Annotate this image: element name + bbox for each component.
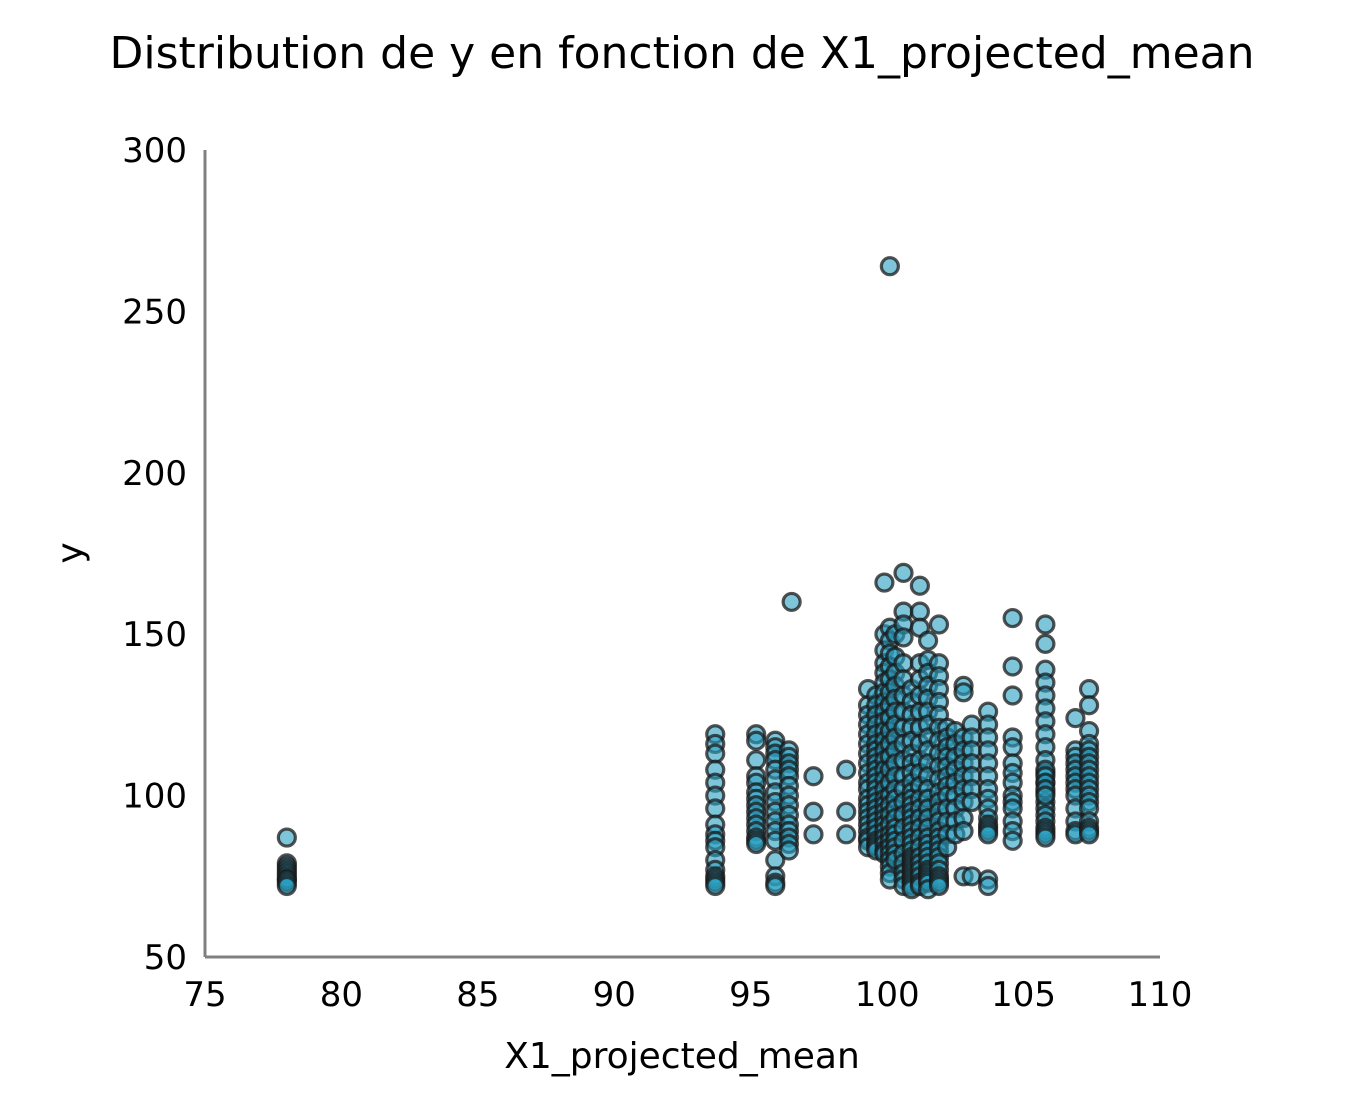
data-point (1078, 678, 1100, 700)
data-point (705, 798, 726, 819)
data-point (1078, 824, 1100, 845)
data-point (874, 572, 895, 593)
data-point (917, 630, 939, 651)
data-point (781, 591, 802, 613)
data-point (977, 875, 999, 897)
data-point (1035, 633, 1056, 654)
data-point (1035, 785, 1056, 806)
data-point (928, 614, 950, 635)
data-point (276, 875, 297, 897)
data-point (746, 833, 767, 855)
data-point (803, 766, 824, 787)
data-point (1002, 607, 1023, 629)
data-point (705, 875, 726, 897)
data-point (953, 682, 974, 703)
data-point (1035, 827, 1056, 848)
chart-title: Distribution de y en fonction de X1_proj… (109, 28, 1254, 79)
data-point (909, 575, 930, 596)
data-point (1002, 830, 1023, 851)
x-tick-labels: 75 80 85 90 95 100 105 110 (183, 975, 1192, 1015)
x-tick-label: 105 (991, 975, 1056, 1015)
y-tick-label: 100 (122, 777, 187, 817)
data-point (705, 743, 726, 764)
data-point (1002, 656, 1023, 677)
data-point (1002, 685, 1023, 706)
x-tick-label: 95 (729, 975, 772, 1015)
data-point (836, 824, 857, 845)
data-point (778, 840, 800, 861)
data-point (928, 875, 950, 897)
data-point (746, 749, 767, 771)
data-point (1065, 708, 1086, 729)
y-tick-label: 150 (122, 615, 187, 655)
x-tick-label: 80 (320, 975, 363, 1015)
data-point (909, 601, 930, 622)
y-axis-label: y (50, 542, 91, 563)
data-point (879, 256, 900, 277)
y-tick-label: 250 (122, 292, 187, 332)
x-tick-label: 75 (183, 975, 226, 1015)
data-point (1002, 737, 1023, 758)
y-tick-label: 200 (122, 454, 187, 494)
data-point (803, 824, 824, 845)
x-tick-label: 85 (456, 975, 499, 1015)
data-point (961, 866, 982, 887)
y-tick-label: 300 (122, 131, 187, 171)
x-axis-label: X1_projected_mean (504, 1036, 860, 1077)
data-point (1035, 614, 1056, 635)
x-tick-label: 110 (1128, 975, 1193, 1015)
data-point (836, 759, 857, 780)
data-point (276, 827, 297, 848)
y-tick-label: 50 (144, 938, 187, 978)
data-point (1078, 695, 1100, 716)
data-point (746, 730, 767, 751)
x-tick-label: 100 (855, 975, 920, 1015)
data-point (953, 821, 974, 842)
data-point (893, 627, 914, 648)
data-points (276, 256, 1100, 900)
data-point (803, 801, 824, 822)
data-point (893, 653, 914, 674)
data-point (836, 801, 857, 822)
x-tick-label: 90 (593, 975, 636, 1015)
data-point (893, 562, 914, 583)
data-point (961, 791, 982, 813)
data-point (977, 824, 999, 845)
y-tick-labels: 50 100 150 200 250 300 (122, 131, 187, 978)
data-point (765, 875, 786, 897)
